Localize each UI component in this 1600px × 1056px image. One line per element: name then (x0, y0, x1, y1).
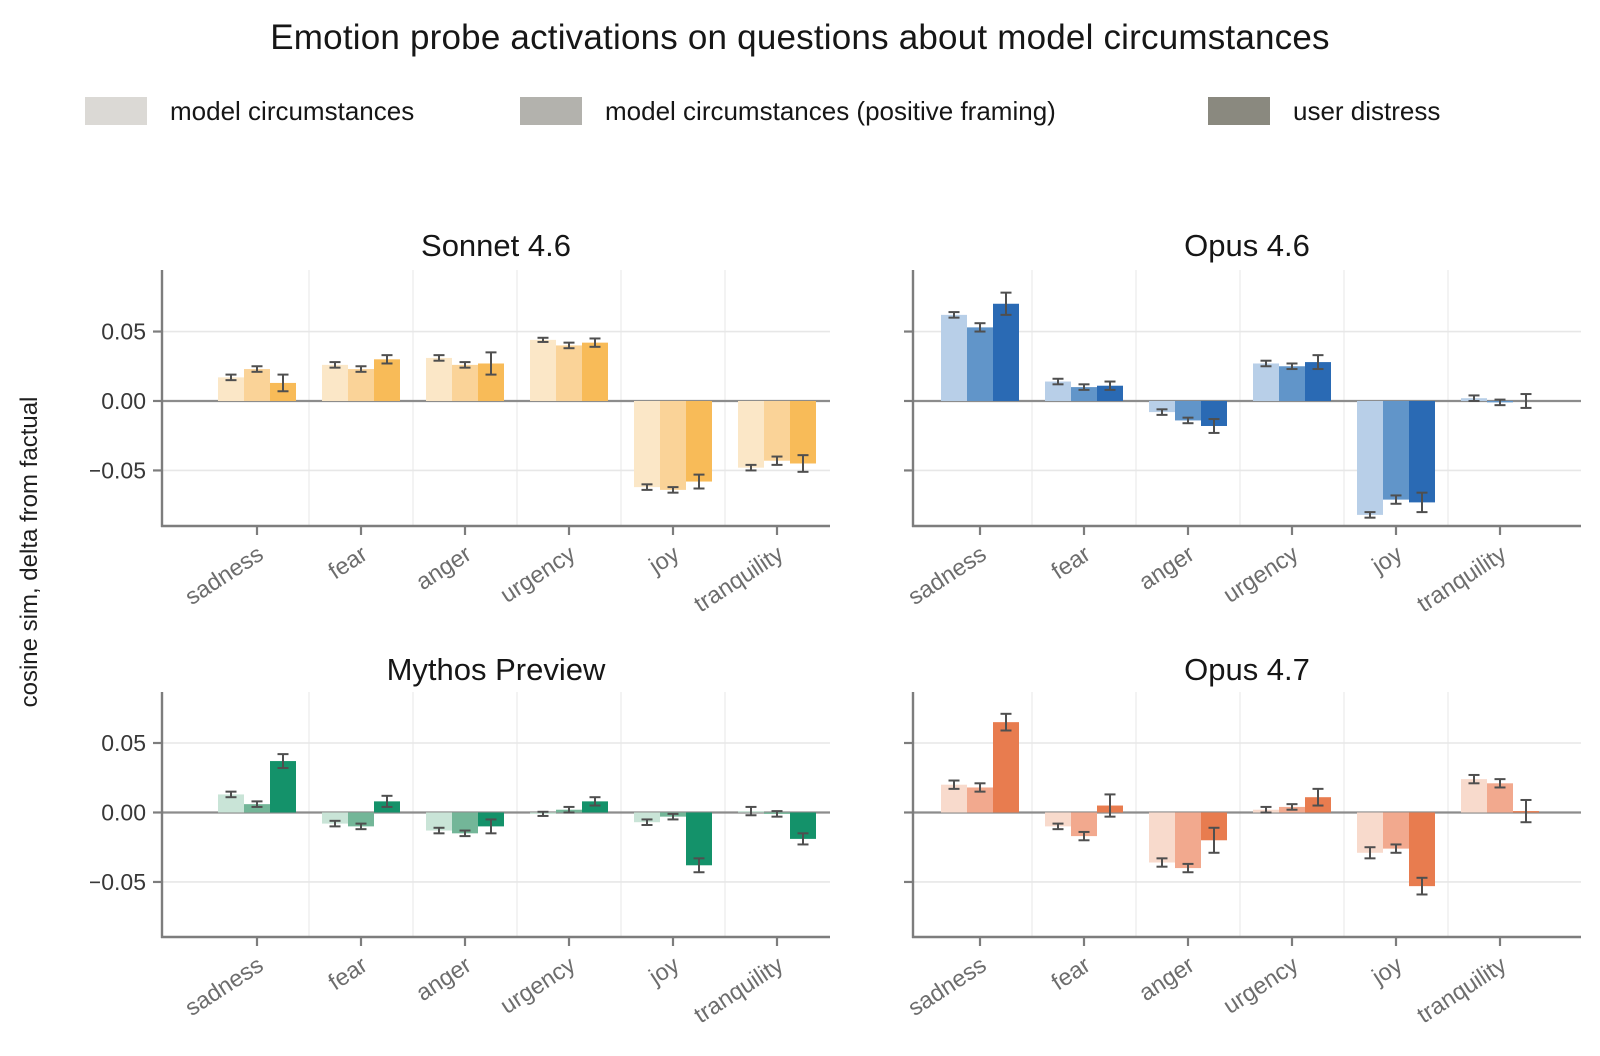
bar (1175, 812, 1201, 869)
x-tick-label: joy (644, 951, 684, 990)
x-tick-label: tranquility (1412, 540, 1511, 617)
legend-label: model circumstances (positive framing) (605, 95, 1056, 126)
bar (530, 339, 556, 401)
legend-item-model-circumstances: model circumstances (85, 95, 414, 127)
bar (348, 369, 374, 401)
x-tick-label: joy (644, 540, 684, 579)
bar (686, 812, 712, 866)
x-tick-label: urgency (1218, 951, 1302, 1018)
x-tick-label: anger (411, 951, 476, 1006)
bar (218, 794, 244, 813)
bar (1071, 812, 1097, 837)
bar (244, 804, 270, 813)
x-tick-label: tranquility (689, 951, 788, 1028)
x-tick-label: fear (1047, 540, 1095, 584)
bar (582, 801, 608, 813)
subplot-title-opus-4-6: Opus 4.6 (1184, 228, 1310, 263)
y-axis-label: cosine sim, delta from factual (16, 396, 43, 708)
bar (426, 357, 452, 401)
bar (1461, 779, 1487, 813)
bar (764, 400, 790, 461)
bar (556, 345, 582, 401)
bar (270, 761, 296, 813)
legend-item-positive-framing: model circumstances (positive framing) (520, 95, 1056, 127)
x-tick-label: fear (1047, 951, 1095, 995)
x-tick-label: urgency (495, 540, 579, 607)
bar (1409, 812, 1435, 887)
subplot-opus-4-6: sadness fear anger urgency joy tranquility (903, 270, 1581, 617)
y-tick-label: −0.05 (90, 457, 146, 483)
bar (1383, 400, 1409, 500)
bar (1071, 387, 1097, 401)
bar (634, 812, 660, 823)
bar (244, 369, 270, 401)
legend-swatch-light-icon (85, 97, 147, 125)
x-tick-label: sadness (180, 951, 268, 1020)
x-tick-label: urgency (495, 951, 579, 1018)
x-tick-label: anger (1134, 540, 1199, 595)
x-tick-label: fear (324, 540, 372, 584)
bar (634, 400, 660, 488)
subplot-title-mythos-preview: Mythos Preview (386, 652, 606, 687)
bar (1409, 400, 1435, 503)
bar (1383, 812, 1409, 849)
bar (1045, 812, 1071, 827)
bar (967, 327, 993, 401)
x-tick-label: anger (1134, 951, 1199, 1006)
bar (993, 722, 1019, 813)
bar (993, 303, 1019, 401)
x-tick-label: tranquility (689, 540, 788, 617)
bar (1175, 400, 1201, 421)
bar (1357, 812, 1383, 853)
figure-title: Emotion probe activations on questions a… (270, 18, 1330, 57)
y-tick-label: −0.05 (90, 869, 146, 895)
y-tick-label: 0.05 (101, 319, 146, 345)
bar (686, 400, 712, 482)
y-tick-label: 0.00 (101, 388, 146, 414)
x-tick-label: sadness (903, 540, 991, 609)
bar (1149, 812, 1175, 863)
legend-label: model circumstances (170, 95, 415, 126)
bar (1045, 381, 1071, 401)
bar (660, 400, 686, 490)
bar (1097, 385, 1123, 401)
x-tick-label: sadness (903, 951, 991, 1020)
subplot-title-sonnet-4-6: Sonnet 4.6 (421, 228, 571, 263)
bar (790, 400, 816, 464)
bar (426, 812, 452, 831)
subplot-opus-4-7: sadness fear anger urgency joy tranquility (903, 692, 1581, 1028)
bar (348, 812, 374, 827)
bar (452, 364, 478, 401)
x-tick-label: joy (1367, 540, 1407, 579)
y-tick-label: 0.05 (101, 730, 146, 756)
legend-swatch-medium-icon (520, 97, 582, 125)
x-tick-label: sadness (180, 540, 268, 609)
subplot-mythos-preview: 0.05 0.00 −0.05 sadness fear anger urgency joy t… (90, 692, 830, 1028)
bar (218, 377, 244, 401)
x-tick-label: tranquility (1412, 951, 1511, 1028)
bar (322, 364, 348, 401)
x-tick-label: joy (1367, 951, 1407, 990)
bar (1253, 363, 1279, 401)
y-tick-label: 0.00 (101, 799, 146, 825)
bar (1279, 366, 1305, 401)
legend-label: user distress (1293, 95, 1441, 126)
x-tick-label: urgency (1218, 540, 1302, 607)
bar (1149, 400, 1175, 413)
bar (738, 400, 764, 468)
legend-swatch-dark-icon (1208, 97, 1270, 125)
bar (322, 812, 348, 824)
legend-item-user-distress: user distress (1208, 95, 1440, 127)
bar (582, 342, 608, 401)
bar (452, 812, 478, 834)
x-tick-label: anger (411, 540, 476, 595)
x-tick-label: fear (324, 951, 372, 995)
subplot-title-opus-4-7: Opus 4.7 (1184, 652, 1310, 687)
subplot-sonnet-4-6: 0.05 0.00 −0.05 sadness fear anger urgency joy t… (90, 270, 830, 617)
bar (1357, 400, 1383, 515)
bar (374, 359, 400, 401)
bar (941, 314, 967, 401)
